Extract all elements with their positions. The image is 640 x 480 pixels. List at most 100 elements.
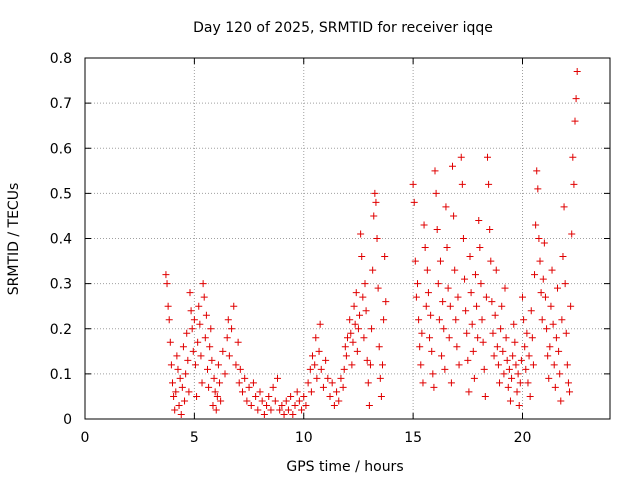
data-point bbox=[509, 352, 517, 360]
data-point bbox=[351, 320, 359, 328]
data-point bbox=[260, 410, 268, 418]
data-point bbox=[235, 379, 243, 387]
data-point bbox=[326, 392, 334, 400]
data-point bbox=[380, 316, 388, 324]
data-point bbox=[567, 302, 575, 310]
data-point bbox=[557, 397, 565, 405]
data-point bbox=[167, 361, 175, 369]
data-point bbox=[352, 289, 360, 297]
data-point bbox=[559, 253, 567, 261]
y-tick-label: 0.3 bbox=[50, 277, 72, 293]
data-point bbox=[511, 338, 519, 346]
data-point bbox=[196, 320, 204, 328]
data-point bbox=[174, 365, 182, 373]
data-point bbox=[515, 401, 523, 409]
data-point bbox=[537, 289, 545, 297]
data-point bbox=[191, 361, 199, 369]
data-point bbox=[189, 347, 197, 355]
data-point bbox=[523, 329, 531, 337]
data-point bbox=[571, 117, 579, 125]
data-point bbox=[512, 361, 520, 369]
data-point bbox=[360, 334, 368, 342]
data-point bbox=[487, 257, 495, 265]
data-point bbox=[517, 356, 525, 364]
data-point bbox=[552, 334, 560, 342]
y-tick-label: 0.6 bbox=[50, 141, 72, 157]
data-point bbox=[545, 374, 553, 382]
data-point bbox=[165, 316, 173, 324]
data-point bbox=[178, 383, 186, 391]
data-point bbox=[488, 298, 496, 306]
data-point bbox=[568, 230, 576, 238]
data-point bbox=[311, 361, 319, 369]
data-point bbox=[522, 365, 530, 373]
data-point bbox=[420, 221, 428, 229]
data-point bbox=[534, 185, 542, 193]
data-point bbox=[525, 352, 533, 360]
data-point bbox=[372, 198, 380, 206]
data-point bbox=[287, 392, 295, 400]
data-point bbox=[454, 293, 462, 301]
data-point bbox=[324, 374, 332, 382]
data-point bbox=[428, 347, 436, 355]
data-point bbox=[564, 379, 572, 387]
data-point bbox=[353, 347, 361, 355]
y-axis-label: SRMTID / TECUs bbox=[6, 183, 22, 296]
y-tick-label: 0 bbox=[63, 412, 72, 428]
data-point bbox=[438, 352, 446, 360]
data-point bbox=[364, 379, 372, 387]
data-point bbox=[471, 271, 479, 279]
axis-ticks: 0 0.1 0.2 0.3 0.4 0.5 0.6 0.7 0.8 0 5 10 15 20 bbox=[50, 51, 610, 446]
data-point bbox=[282, 397, 290, 405]
data-point bbox=[461, 275, 469, 283]
data-point bbox=[494, 361, 502, 369]
data-point bbox=[187, 307, 195, 315]
data-point bbox=[263, 401, 271, 409]
data-point bbox=[409, 180, 417, 188]
data-point bbox=[224, 316, 232, 324]
data-point bbox=[201, 334, 209, 342]
data-point bbox=[172, 388, 180, 396]
data-point bbox=[550, 361, 558, 369]
data-point bbox=[313, 374, 321, 382]
data-point bbox=[186, 289, 194, 297]
data-point bbox=[504, 383, 512, 391]
data-point bbox=[175, 401, 183, 409]
data-point bbox=[544, 352, 552, 360]
data-point bbox=[211, 388, 219, 396]
data-point bbox=[369, 266, 377, 274]
data-point bbox=[245, 383, 253, 391]
data-point bbox=[170, 392, 178, 400]
data-point bbox=[204, 365, 211, 373]
y-tick-label: 0.4 bbox=[50, 232, 72, 248]
data-point bbox=[219, 347, 227, 355]
data-point bbox=[295, 397, 303, 405]
data-point bbox=[415, 316, 423, 324]
data-point bbox=[239, 388, 246, 396]
data-point bbox=[562, 329, 570, 337]
data-point bbox=[225, 352, 233, 360]
data-point bbox=[433, 225, 441, 233]
data-point bbox=[214, 361, 222, 369]
data-point bbox=[190, 316, 198, 324]
data-point bbox=[410, 198, 418, 206]
y-tick-label: 0.2 bbox=[50, 322, 72, 338]
data-point bbox=[521, 343, 529, 351]
data-point bbox=[439, 298, 447, 306]
y-tick-label: 0.7 bbox=[50, 96, 72, 112]
data-point bbox=[163, 280, 171, 288]
data-point bbox=[312, 334, 320, 342]
data-point bbox=[485, 180, 493, 188]
data-point bbox=[529, 361, 537, 369]
data-point bbox=[458, 180, 466, 188]
data-point bbox=[535, 235, 543, 242]
data-point bbox=[551, 383, 559, 391]
data-point bbox=[198, 379, 206, 387]
data-point bbox=[422, 302, 430, 310]
data-point bbox=[513, 388, 521, 396]
data-point bbox=[302, 401, 310, 409]
data-point bbox=[489, 329, 497, 337]
data-point bbox=[501, 284, 509, 292]
data-point bbox=[480, 365, 488, 373]
data-point bbox=[317, 365, 325, 373]
